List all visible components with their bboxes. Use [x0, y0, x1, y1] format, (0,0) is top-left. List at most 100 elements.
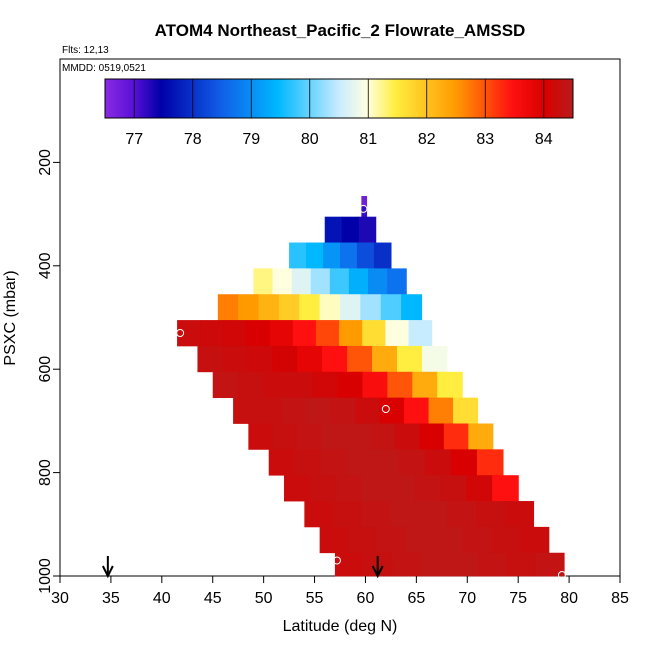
- heatmap-cell: [424, 449, 452, 476]
- heatmap-cell: [321, 423, 347, 450]
- heatmap-cell: [390, 501, 420, 528]
- heatmap-cell: [362, 371, 388, 399]
- heatmap-cell: [387, 371, 413, 399]
- x-tick-label: 55: [306, 590, 324, 607]
- marker-points: [176, 204, 566, 579]
- heatmap-cell: [443, 423, 469, 450]
- heatmap-cell: [247, 345, 273, 373]
- y-tick-label: 1000: [37, 558, 54, 594]
- heatmap-cell: [361, 206, 365, 218]
- heatmap-cell: [333, 501, 363, 528]
- heatmap-cell: [414, 475, 441, 502]
- heatmap-cell: [392, 552, 422, 577]
- y-axis-label: PSXC (mbar): [2, 270, 19, 365]
- heatmap-cell: [362, 320, 386, 347]
- heatmap-cell: [253, 268, 274, 295]
- heatmap-cell: [418, 501, 449, 528]
- heatmap-cell: [450, 449, 478, 476]
- heatmap-cell: [434, 526, 464, 554]
- heatmap-cell: [346, 423, 372, 450]
- heatmap-cell: [360, 294, 382, 321]
- marker-point: [332, 556, 341, 565]
- heatmap-cell: [404, 397, 430, 424]
- heatmap-cell: [248, 423, 274, 450]
- heatmap-cell: [520, 526, 550, 554]
- heatmap-cell: [372, 345, 398, 373]
- heatmap-cell: [491, 526, 521, 554]
- colorbar-tick-label: 79: [242, 131, 260, 148]
- heatmap-cell: [320, 449, 348, 476]
- heatmap-cell: [340, 242, 358, 269]
- heatmap-cell: [294, 449, 322, 476]
- heatmap-cell: [478, 552, 508, 577]
- heatmap-cell: [310, 268, 331, 295]
- colorbar-tick-label: 84: [535, 131, 553, 148]
- heatmap-cell: [299, 294, 321, 321]
- heatmap-cell: [412, 371, 438, 399]
- heatmap-cell: [346, 449, 374, 476]
- heatmap-cell: [355, 397, 381, 424]
- heatmap-cell: [306, 397, 332, 424]
- heatmap-cell: [421, 345, 448, 373]
- heatmap-cell: [324, 216, 343, 243]
- x-tick-label: 75: [509, 590, 527, 607]
- heatmap-cell: [466, 475, 493, 502]
- heatmap-cell: [315, 320, 340, 347]
- heatmap-cell: [319, 526, 349, 554]
- heatmap-cell: [177, 320, 201, 347]
- heatmap-cells: [177, 196, 565, 577]
- heatmap-cell: [257, 397, 283, 424]
- heatmap-cell: [356, 242, 375, 269]
- heatmap-cell: [361, 501, 391, 528]
- dates-label: MMDD: 0519,0521: [62, 63, 146, 74]
- chart-title: ATOM4 Northeast_Pacific_2 Flowrate_AMSSD: [155, 21, 526, 40]
- heatmap-cell: [363, 196, 368, 207]
- heatmap-cell: [329, 268, 350, 295]
- x-axis-label: Latitude (deg N): [283, 618, 398, 635]
- marker-point: [359, 204, 368, 213]
- heatmap-cell: [281, 397, 307, 424]
- heatmap-cell: [347, 345, 373, 373]
- heatmap-cell: [535, 552, 565, 577]
- colorbar-tick-label: 78: [184, 131, 202, 148]
- x-tick-label: 70: [458, 590, 476, 607]
- heatmap-cell: [323, 242, 341, 269]
- heatmap-cell: [468, 423, 494, 450]
- heatmap-cell: [361, 196, 365, 207]
- x-tick-label: 50: [255, 590, 273, 607]
- heatmap-cell: [262, 371, 289, 399]
- heatmap-cell: [376, 526, 407, 554]
- heatmap-cell: [269, 320, 294, 347]
- heatmap-cell: [217, 294, 239, 321]
- y-tick-label: 200: [37, 149, 54, 176]
- heatmap-cell: [200, 320, 224, 347]
- heatmap-cell: [348, 526, 378, 554]
- heatmap-cell: [197, 345, 223, 373]
- colorbar-tick-label: 80: [301, 131, 319, 148]
- x-tick-label: 30: [51, 590, 69, 607]
- heatmap-cell: [287, 371, 314, 399]
- heatmap-cell: [339, 320, 363, 347]
- heatmap-cell: [476, 501, 506, 528]
- heatmap-cell: [380, 294, 402, 321]
- heatmap-cell: [358, 216, 377, 243]
- heatmap-cell: [278, 294, 300, 321]
- y-tick-label: 600: [37, 356, 54, 383]
- heatmap-cell: [397, 345, 423, 373]
- heatmap-cell: [233, 397, 259, 424]
- heatmap-cell: [440, 475, 467, 502]
- heatmap-cell: [246, 320, 271, 347]
- colorbar-ticks: 77 78 79 80 81 82 83 84: [125, 79, 553, 148]
- heatmap-cell: [385, 320, 410, 347]
- arrow-head: [101, 565, 114, 579]
- heatmap-cell: [437, 371, 463, 399]
- heatmap-cell: [447, 501, 477, 528]
- heatmap-cell: [419, 423, 445, 450]
- heatmap-cell: [272, 345, 298, 373]
- heatmap-cell: [388, 475, 415, 502]
- colorbar-tick-label: 77: [125, 131, 143, 148]
- heatmap-cell: [373, 242, 392, 269]
- heatmap-cell: [506, 552, 536, 577]
- x-axis: 30 35 40 45 50 55 60 65 70 75 80 85: [51, 576, 629, 607]
- heatmap-cell: [222, 345, 248, 373]
